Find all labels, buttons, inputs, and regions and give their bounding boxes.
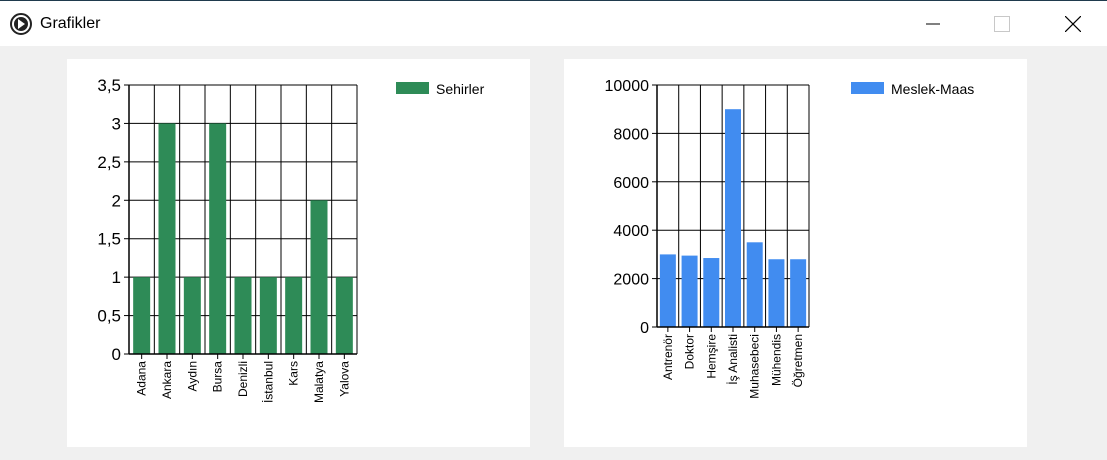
bar: [285, 277, 303, 354]
y-tick-label: 10000: [605, 78, 650, 95]
bar: [768, 259, 785, 327]
y-tick-label: 2000: [613, 272, 649, 289]
y-tick-label: 0: [640, 320, 649, 337]
x-tick-label: Ankara: [160, 361, 174, 399]
legend-swatch: [851, 82, 884, 94]
bar: [234, 277, 252, 354]
window-title: Grafikler: [40, 15, 101, 32]
x-tick-label: Doktor: [683, 334, 697, 369]
bar: [703, 258, 720, 327]
y-tick-label: 4000: [613, 223, 649, 240]
app-arrow-icon: [10, 13, 32, 35]
y-tick-label: 0: [112, 345, 121, 364]
legend-swatch: [396, 82, 429, 94]
bar: [659, 254, 676, 327]
bar: [183, 277, 201, 354]
salary-bar-chart: 0 2000 4000 6000 8000 10000 Antrenör Doktor Hemş…: [605, 78, 975, 399]
minimize-icon: [926, 23, 940, 25]
bar: [335, 277, 353, 354]
y-tick-label: 6000: [613, 175, 649, 192]
minimize-button[interactable]: [910, 2, 956, 46]
title-bar[interactable]: Grafikler: [0, 1, 1107, 46]
x-tick-label: Muhasebeci: [748, 334, 762, 399]
y-tick-label: 3,5: [97, 76, 121, 95]
city-chart-panel: 0 0,5 1 1,5 2 2,5 3 3,5 Adana Ankara Aydın Bursa Den…: [67, 59, 530, 447]
bar: [790, 259, 807, 327]
x-tick-label: Malatya: [312, 361, 326, 403]
bar: [746, 242, 763, 327]
city-bar-chart: 0 0,5 1 1,5 2 2,5 3 3,5 Adana Ankara Aydın Bursa Den…: [97, 76, 485, 403]
bar: [158, 123, 176, 354]
salary-chart-panel: 0 2000 4000 6000 8000 10000 Antrenör Doktor Hemş…: [564, 59, 1027, 447]
legend-label: Sehirler: [436, 81, 485, 97]
y-tick-label: 3: [112, 114, 121, 133]
x-tick-label: Öğretmen: [791, 334, 805, 387]
x-tick-label: Mühendis: [769, 334, 783, 386]
y-tick-label: 0,5: [97, 307, 121, 326]
window-top-border: [0, 0, 1107, 1]
legend-label: Meslek-Maas: [891, 81, 974, 97]
maximize-button[interactable]: [979, 2, 1025, 46]
close-button[interactable]: [1050, 2, 1096, 46]
bar: [133, 277, 151, 354]
x-tick-label: İş Analisti: [726, 334, 740, 385]
x-tick-label: Antrenör: [661, 334, 675, 380]
x-tick-label: İstanbul: [261, 361, 275, 403]
bar: [209, 123, 227, 354]
y-tick-label: 1: [112, 268, 121, 287]
bar: [259, 277, 277, 354]
x-tick-label: Yalova: [337, 361, 351, 397]
close-icon: [1065, 16, 1081, 32]
bar: [725, 109, 741, 327]
y-tick-label: 2: [112, 191, 121, 210]
maximize-icon: [994, 16, 1010, 32]
x-tick-label: Hemşire: [704, 334, 718, 379]
y-tick-label: 2,5: [97, 153, 121, 172]
bar: [681, 255, 698, 327]
y-tick-label: 8000: [613, 126, 649, 143]
x-tick-label: Adana: [135, 361, 149, 396]
bar: [310, 200, 328, 354]
y-tick-label: 1,5: [97, 230, 121, 249]
x-tick-label: Bursa: [211, 361, 225, 393]
x-tick-label: Aydın: [185, 361, 199, 391]
x-tick-label: Kars: [287, 361, 301, 386]
x-tick-label: Denizli: [236, 361, 250, 397]
